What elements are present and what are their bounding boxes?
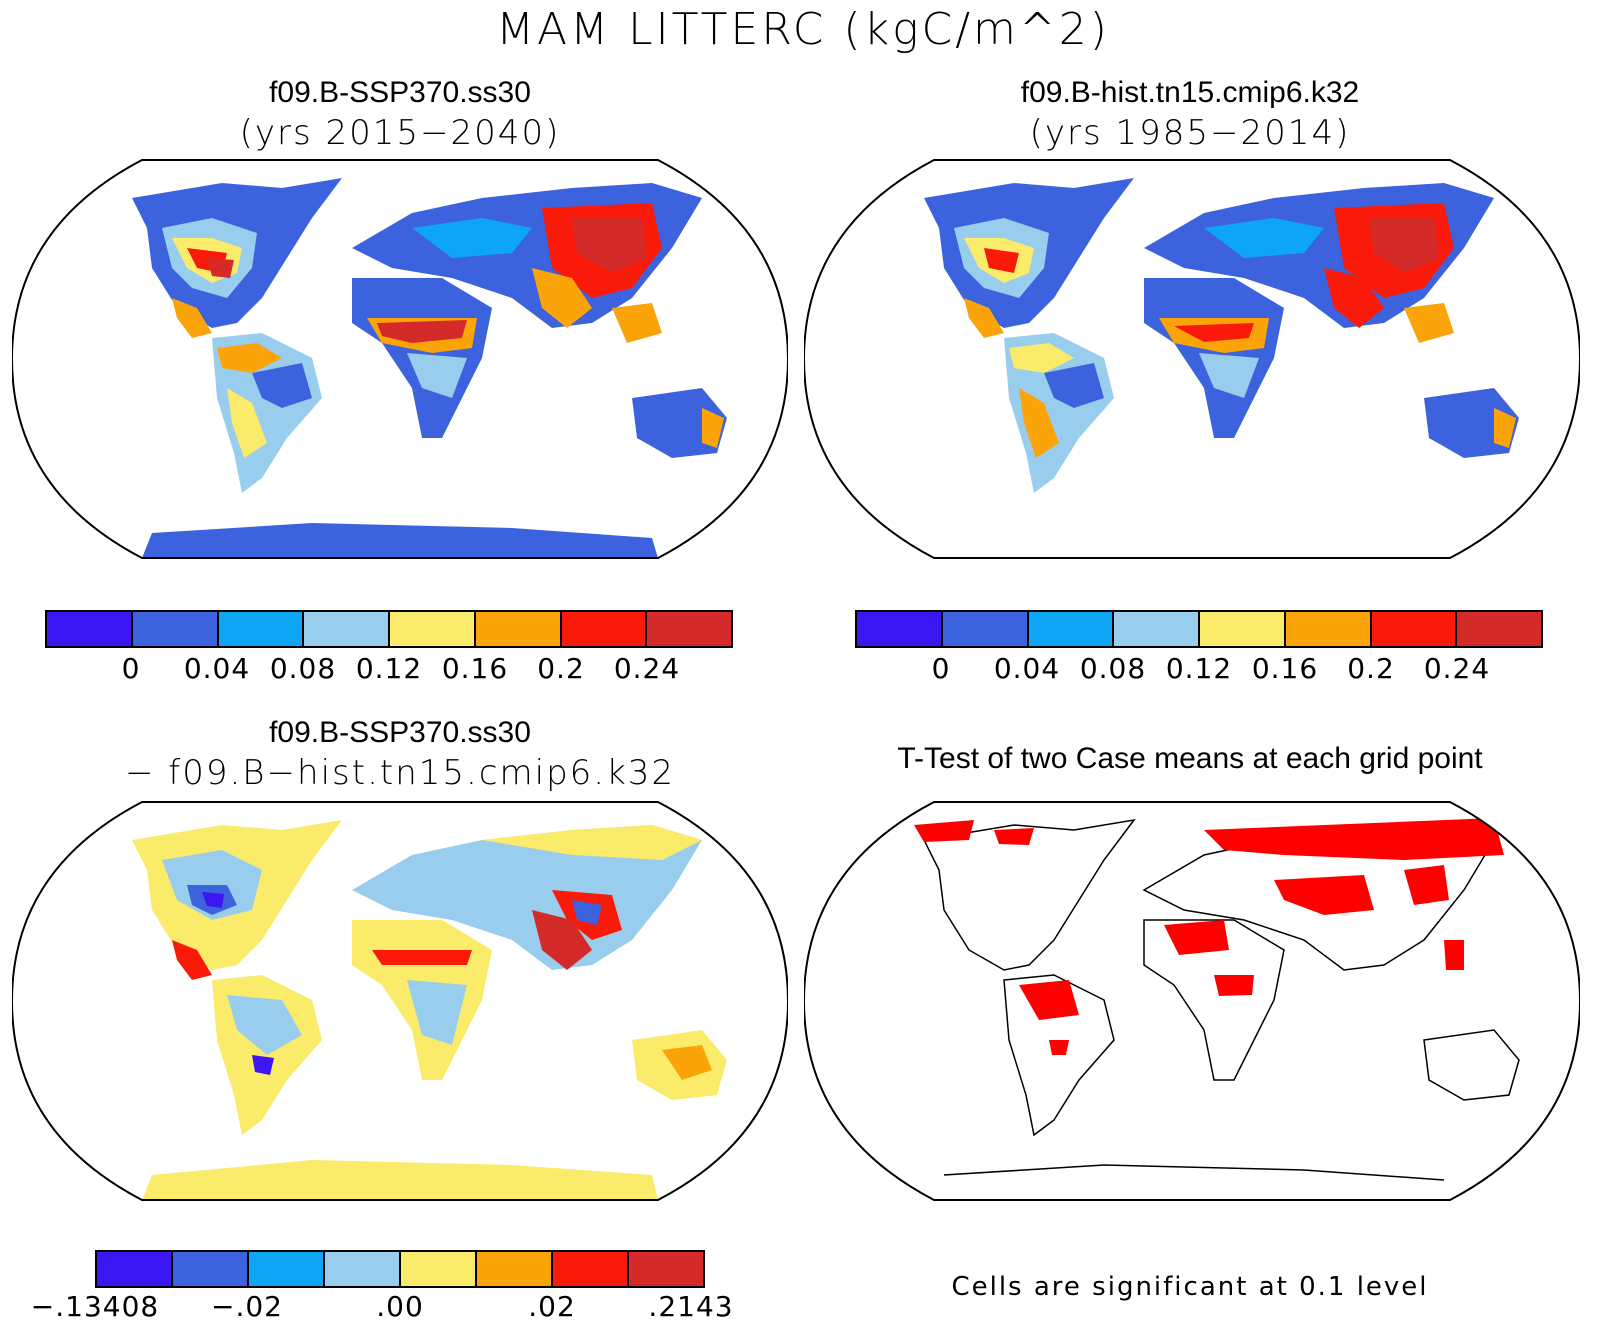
- colorbar-cell: [629, 1252, 703, 1286]
- colorbar-cell: [304, 612, 390, 646]
- panel-3-title: f09.B-SSP370.ss30: [269, 716, 531, 749]
- colorbar-cell: [942, 612, 1029, 646]
- colorbar-cell: [1371, 612, 1458, 646]
- colorbar-cells: [855, 610, 1543, 648]
- significant-region: [1444, 940, 1464, 970]
- colorbar-cell: [132, 612, 219, 646]
- colorbar-cell: [1285, 612, 1372, 646]
- panel-1-map: [12, 158, 788, 560]
- colorbar-cell: [1200, 612, 1286, 646]
- figure-title: MAM LITTERC (kgC/m^2): [496, 4, 1110, 55]
- colorbar-cell: [647, 612, 731, 646]
- colorbar-cell: [857, 612, 943, 646]
- colorbar-cells: [95, 1250, 705, 1288]
- significant-region: [914, 820, 974, 842]
- significant-region: [1049, 1040, 1069, 1055]
- colorbar-cell: [475, 612, 562, 646]
- colorbar-tick-label: 0.04: [183, 652, 251, 685]
- panel-2-title: f09.B-hist.tn15.cmip6.k32: [1020, 76, 1360, 109]
- significant-region: [1204, 818, 1504, 860]
- panel-2-map: [804, 158, 1580, 560]
- colorbar-tick-label: .00: [376, 1290, 424, 1323]
- panel-3-subtitle: − f09.B−hist.tn15.cmip6.k32: [124, 753, 676, 793]
- colorbar-cell: [173, 1252, 249, 1286]
- colorbar-cell: [390, 612, 476, 646]
- significant-region: [1164, 920, 1229, 955]
- panel-3-map: [12, 800, 788, 1202]
- colorbar-tick-label: 0.16: [441, 652, 509, 685]
- colorbar-tick-label: 0.2: [1347, 652, 1395, 685]
- colorbar-tick-label: 0.2: [537, 652, 585, 685]
- colorbar-tick-label: 0.12: [1165, 652, 1233, 685]
- significance-cells: [914, 818, 1504, 1055]
- colorbar-cell: [553, 1252, 629, 1286]
- colorbar-tick-label: 0.24: [613, 652, 681, 685]
- significant-region: [1019, 980, 1079, 1020]
- colorbar-cell: [249, 1252, 325, 1286]
- panel-2-colorbar: 0 0.04 0.08 0.12 0.16 0.2 0.24: [855, 610, 1543, 685]
- panel-1-title: f09.B-SSP370.ss30: [269, 76, 531, 109]
- colorbar-tick-label: 0.16: [1251, 652, 1319, 685]
- significant-region: [1274, 875, 1374, 915]
- colorbar-tick-label: .02: [528, 1290, 576, 1323]
- colorbar-tick-label: 0.12: [355, 652, 423, 685]
- panel-4-map: [804, 800, 1580, 1202]
- colorbar-cell: [401, 1252, 477, 1286]
- panel-3-colorbar: −.13408 −.02 .00 .02 .2143: [31, 1250, 733, 1323]
- colorbar-cell: [47, 612, 133, 646]
- significant-region: [1404, 865, 1449, 905]
- significant-region: [994, 828, 1034, 845]
- colorbar-tick-label: −.02: [211, 1290, 283, 1323]
- colorbar-tick-label: 0: [121, 652, 141, 685]
- significance-note: Cells are significant at 0.1 level: [951, 1272, 1429, 1302]
- panel-1-colorbar: 0 0.04 0.08 0.12 0.16 0.2 0.24: [45, 610, 733, 685]
- colorbar-tick-label: 0: [931, 652, 951, 685]
- colorbar-cell: [325, 1252, 401, 1286]
- colorbar-cell: [1028, 612, 1115, 646]
- colorbar-tick-label: 0.24: [1423, 652, 1491, 685]
- colorbar-tick-label: 0.04: [993, 652, 1061, 685]
- colorbar-cell: [97, 1252, 173, 1286]
- colorbar-tick-label: 0.08: [1079, 652, 1147, 685]
- colorbar-cell: [477, 1252, 553, 1286]
- colorbar-cell: [218, 612, 305, 646]
- significant-region: [1214, 975, 1254, 996]
- colorbar-tick-label: 0.08: [269, 652, 337, 685]
- panel-2-subtitle: (yrs 1985−2014): [1029, 113, 1351, 153]
- colorbar-cell: [1457, 612, 1541, 646]
- panel-1-subtitle: (yrs 2015−2040): [239, 113, 561, 153]
- colorbar-tick-label: .2143: [648, 1290, 734, 1323]
- panel-4-title: T-Test of two Case means at each grid po…: [897, 742, 1483, 775]
- colorbar-cells: [45, 610, 733, 648]
- colorbar-cell: [561, 612, 648, 646]
- colorbar-cell: [1114, 612, 1200, 646]
- colorbar-tick-label: −.13408: [30, 1290, 160, 1323]
